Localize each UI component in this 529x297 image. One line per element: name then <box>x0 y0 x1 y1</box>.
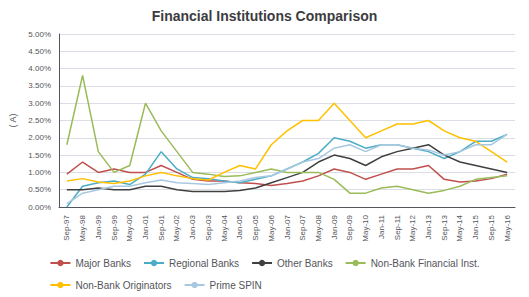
svg-text:Jan-09: Jan-09 <box>330 214 339 239</box>
svg-text:May-14: May-14 <box>455 214 464 241</box>
svg-text:May-06: May-06 <box>267 214 276 241</box>
svg-text:2.50%: 2.50% <box>28 116 51 125</box>
svg-text:Sep-97: Sep-97 <box>62 214 71 240</box>
svg-text:Sep-99: Sep-99 <box>110 214 119 240</box>
svg-text:5.00%: 5.00% <box>28 30 51 39</box>
svg-text:Sep-07: Sep-07 <box>298 214 307 240</box>
svg-text:May-00: May-00 <box>125 214 134 241</box>
svg-text:Other Banks: Other Banks <box>277 258 333 269</box>
svg-text:2.00%: 2.00% <box>28 133 51 142</box>
svg-text:4.50%: 4.50% <box>28 47 51 56</box>
svg-text:Prime SPIN: Prime SPIN <box>210 280 262 291</box>
svg-text:Sep-15: Sep-15 <box>487 214 496 240</box>
svg-text:3.50%: 3.50% <box>28 81 51 90</box>
svg-text:Non-Bank Financial Inst.: Non-Bank Financial Inst. <box>371 258 480 269</box>
svg-text:May-12: May-12 <box>408 214 417 241</box>
svg-text:Jan-15: Jan-15 <box>471 214 480 239</box>
svg-text:May-08: May-08 <box>314 214 323 241</box>
svg-text:Financial Institutions Compari: Financial Institutions Comparison <box>152 8 378 24</box>
svg-text:Sep-13: Sep-13 <box>440 214 449 240</box>
svg-text:0.50%: 0.50% <box>28 185 51 194</box>
svg-text:Jan-99: Jan-99 <box>94 214 103 239</box>
svg-text:Sep-09: Sep-09 <box>345 214 354 240</box>
svg-text:3.00%: 3.00% <box>28 99 51 108</box>
svg-text:Non-Bank Originators: Non-Bank Originators <box>75 280 171 291</box>
svg-text:Sep-01: Sep-01 <box>157 214 166 240</box>
svg-text:May-98: May-98 <box>78 214 87 241</box>
svg-text:May-02: May-02 <box>172 214 181 241</box>
svg-text:Sep-03: Sep-03 <box>204 214 213 240</box>
svg-text:Sep-05: Sep-05 <box>251 214 260 240</box>
svg-text:( A): ( A) <box>8 113 18 127</box>
svg-text:May-10: May-10 <box>361 214 370 241</box>
svg-text:4.00%: 4.00% <box>28 64 51 73</box>
svg-text:0.00%: 0.00% <box>28 203 51 212</box>
svg-text:Jan-07: Jan-07 <box>283 214 292 239</box>
svg-text:Sep-11: Sep-11 <box>393 214 402 240</box>
svg-text:Major Banks: Major Banks <box>75 258 131 269</box>
svg-text:May-04: May-04 <box>220 214 229 241</box>
svg-text:Jan-13: Jan-13 <box>424 214 433 239</box>
svg-text:1.50%: 1.50% <box>28 151 51 160</box>
svg-text:Regional Banks: Regional Banks <box>169 258 239 269</box>
svg-text:1.00%: 1.00% <box>28 168 51 177</box>
svg-text:Jan-11: Jan-11 <box>377 214 386 238</box>
svg-text:May-16: May-16 <box>503 214 512 241</box>
svg-text:Jan-05: Jan-05 <box>235 214 244 239</box>
svg-text:Jan-03: Jan-03 <box>188 214 197 239</box>
svg-text:Jan-01: Jan-01 <box>141 214 150 239</box>
